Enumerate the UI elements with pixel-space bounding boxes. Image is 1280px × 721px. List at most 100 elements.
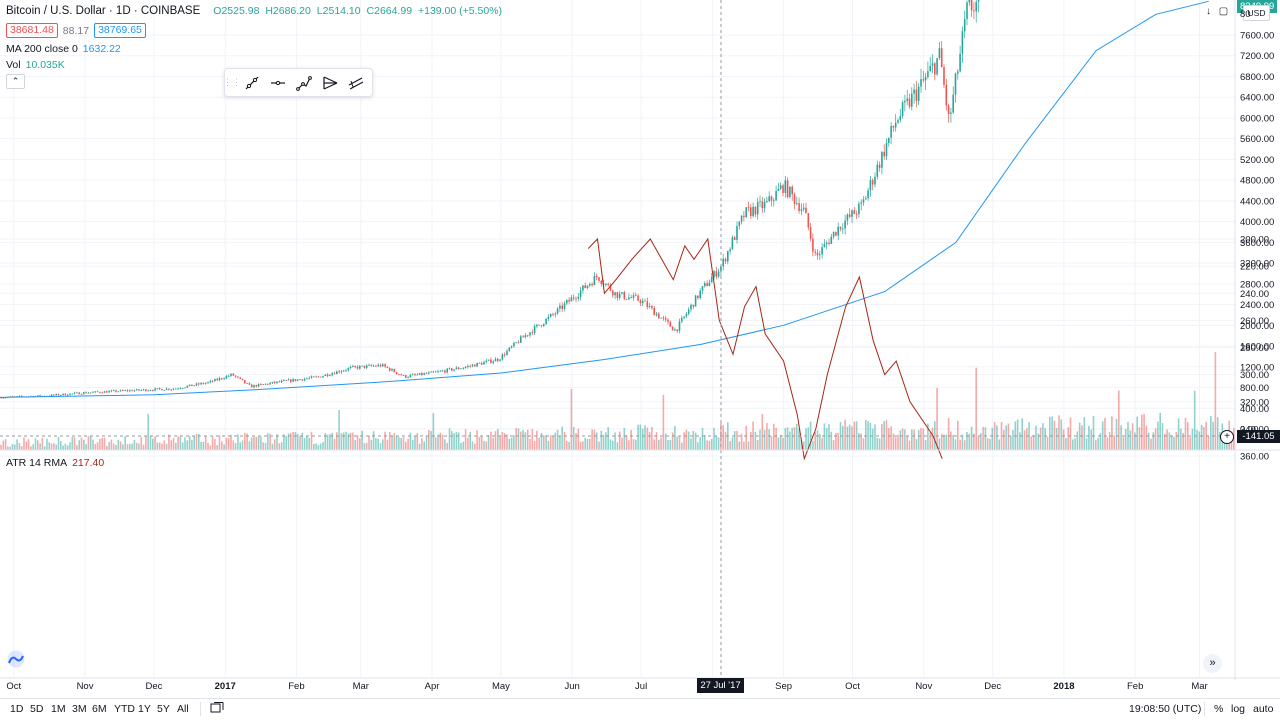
volume-bar: [39, 443, 41, 450]
range-button-5y[interactable]: 5Y: [157, 703, 170, 715]
pitchfork-icon[interactable]: [317, 69, 343, 96]
symbol-title[interactable]: Bitcoin / U.S. Dollar · 1D · COINBASE: [6, 5, 201, 17]
price-axis[interactable]: 7600.00 7200.00 6800.00 6400.00 6000.00 5600.…: [1240, 31, 1274, 436]
volume-bar: [69, 442, 71, 450]
volume-bar: [122, 444, 124, 450]
sell-price-box[interactable]: 38681.48: [6, 23, 58, 38]
range-button-1y[interactable]: 1Y: [138, 703, 151, 715]
volume-bar: [970, 426, 973, 450]
auto-toggle[interactable]: auto: [1253, 703, 1274, 715]
ma-legend[interactable]: MA 200 close 0 1632.22: [6, 43, 121, 55]
candle-body: [85, 392, 87, 394]
volume-bar: [552, 435, 554, 450]
volume-bar: [161, 443, 163, 450]
candle-body: [855, 213, 858, 215]
volume-bar: [253, 436, 255, 450]
volume-bar: [209, 445, 212, 450]
channel-icon[interactable]: [343, 69, 369, 96]
volume-bar: [232, 440, 235, 450]
atr-tick-label: 240.00: [1240, 289, 1269, 300]
price-tick-label: 7200.00: [1240, 51, 1274, 62]
volume-bar: [1131, 423, 1134, 450]
volume-bar: [1122, 437, 1125, 450]
range-button-1m[interactable]: 1M: [51, 703, 66, 715]
volume-bar: [1150, 438, 1152, 450]
volume-bar: [605, 432, 607, 450]
candle-body: [825, 242, 828, 245]
candle-body: [954, 73, 957, 95]
candle-body: [694, 295, 697, 307]
range-button-all[interactable]: All: [177, 703, 189, 715]
volume-bar: [211, 436, 214, 450]
volume-bar: [347, 433, 350, 450]
volume-bar: [1180, 428, 1182, 450]
volume-bar: [743, 441, 745, 450]
range-button-6m[interactable]: 6M: [92, 703, 107, 715]
square-icon[interactable]: ▢: [1218, 6, 1229, 17]
volume-bar: [667, 440, 669, 450]
vol-legend[interactable]: Vol 10.035K: [6, 59, 65, 71]
price-tick-label: 4000.00: [1240, 217, 1274, 228]
volume-bar: [23, 437, 25, 450]
log-toggle[interactable]: log: [1231, 703, 1246, 715]
range-button-1d[interactable]: 1D: [10, 703, 24, 715]
range-button-ytd[interactable]: YTD: [114, 703, 135, 715]
candle-body: [915, 89, 918, 101]
volume-bar: [340, 433, 343, 450]
time-axis[interactable]: OctNovDec2017FebMarAprMayJunJulAugSepOct…: [6, 681, 1207, 692]
currency-button[interactable]: USD: [1243, 5, 1270, 21]
trend-line-icon[interactable]: [239, 69, 265, 96]
price-tick-label: 1600.00: [1240, 342, 1274, 353]
utc-clock[interactable]: 19:08:50 (UTC): [1129, 703, 1202, 715]
plus-icon[interactable]: +: [1220, 430, 1234, 444]
atr-legend[interactable]: ATR 14 RMA 217.40: [6, 457, 104, 469]
grip-icon[interactable]: ⋮⋮: [223, 77, 241, 87]
volume-bar: [885, 420, 888, 450]
range-button-3m[interactable]: 3M: [72, 703, 87, 715]
candle-body: [570, 297, 573, 302]
symbol-legend[interactable]: Bitcoin / U.S. Dollar · 1D · COINBASE O2…: [6, 5, 505, 17]
candle-body: [494, 358, 497, 362]
volume-bar: [467, 437, 469, 450]
candle-body: [471, 364, 474, 367]
chevron-up-icon[interactable]: ⌃: [6, 74, 25, 89]
volume-bar: [871, 428, 874, 450]
volume-bar: [333, 439, 336, 450]
volume-bar: [559, 435, 561, 450]
volume-bar: [1060, 419, 1063, 450]
candle-body: [147, 390, 149, 392]
path-icon[interactable]: [291, 69, 317, 96]
price-tick-label: 2400.00: [1240, 300, 1274, 311]
scroll-right-icon[interactable]: »: [1203, 654, 1222, 673]
horizontal-ray-icon[interactable]: [265, 69, 291, 96]
atr-axis[interactable]: 360.00 340.00 320.00 300.00 280.00 260.00 240.…: [1240, 235, 1269, 463]
volume-bar: [133, 439, 136, 450]
volume-bar: [267, 433, 269, 450]
volume-bar: [388, 432, 391, 450]
buy-price-box[interactable]: 38769.65: [94, 23, 146, 38]
candle-body: [940, 48, 943, 68]
price-tick-label: 2800.00: [1240, 279, 1274, 290]
volume-bar: [924, 439, 927, 450]
volume-bar: [913, 429, 915, 450]
compare-icon[interactable]: [210, 702, 224, 714]
volume-bar: [140, 437, 143, 450]
volume-bar: [980, 433, 982, 450]
range-button-5d[interactable]: 5D: [30, 703, 44, 715]
candle-body: [890, 125, 892, 138]
volume-bar: [425, 436, 428, 450]
arrow-down-icon[interactable]: ↓: [1206, 6, 1211, 17]
volume-bar: [662, 394, 665, 450]
price-tick-label: 800.00: [1240, 383, 1269, 394]
percent-toggle[interactable]: %: [1214, 703, 1224, 715]
candle-body: [18, 395, 21, 397]
candle-body: [296, 379, 299, 381]
candle-body: [285, 380, 287, 382]
open-value: O2525.98: [213, 5, 260, 17]
volume-bar: [1046, 436, 1049, 450]
volume-bar: [998, 439, 1000, 450]
volume-bar: [959, 439, 961, 450]
tradingview-logo-icon[interactable]: [5, 650, 27, 668]
volume-bar: [453, 433, 455, 450]
